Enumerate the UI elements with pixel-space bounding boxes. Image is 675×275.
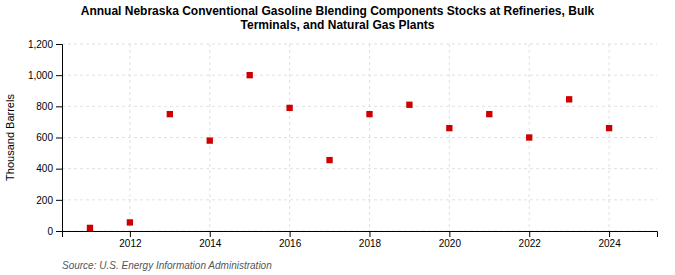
tick-mark <box>56 75 62 76</box>
grid-line <box>62 137 657 138</box>
point <box>127 219 133 225</box>
point <box>446 125 452 131</box>
grid-line <box>129 44 130 231</box>
tick-label: 800 <box>36 101 53 112</box>
point <box>606 125 612 131</box>
tick-label: 2020 <box>439 238 462 249</box>
tick-label: 2018 <box>359 238 382 249</box>
grid-line <box>609 44 610 231</box>
tick-mark <box>56 106 62 107</box>
tick-mark <box>56 231 62 232</box>
grid-line <box>62 106 657 107</box>
tick-mark <box>56 169 62 170</box>
grid-line <box>289 44 290 231</box>
point <box>326 157 332 163</box>
tick-label: 2022 <box>519 238 542 249</box>
tick-mark <box>130 231 131 237</box>
point <box>406 102 412 108</box>
grid-line <box>369 44 370 231</box>
tick-mark <box>609 231 610 237</box>
tick: 800 <box>36 101 62 112</box>
tick-label: 2016 <box>279 238 302 249</box>
axis-line <box>63 232 658 238</box>
tick: 2024 <box>598 231 621 249</box>
tick-mark <box>449 231 450 237</box>
y-axis: 0 200 400 600 800 1,000 1,200 <box>28 39 63 237</box>
tick: 200 <box>36 195 62 206</box>
points <box>87 72 612 231</box>
point <box>207 137 213 143</box>
tick: 2012 <box>119 231 142 249</box>
title-line: Terminals, and Natural Gas Plants <box>241 18 435 32</box>
tick-mark <box>56 200 62 201</box>
tick-mark <box>290 231 291 237</box>
tick-mark <box>369 231 370 237</box>
tick: 2016 <box>279 231 302 249</box>
tick: 600 <box>36 132 62 143</box>
grid <box>62 44 657 231</box>
title-line: Annual Nebraska Conventional Gasoline Bl… <box>81 4 595 18</box>
grid-line <box>62 199 657 200</box>
grid-line <box>449 44 450 231</box>
tick: 400 <box>36 163 62 174</box>
tick-mark <box>56 138 62 139</box>
tick: 2022 <box>519 231 542 249</box>
tick: 2014 <box>199 231 222 249</box>
y-axis-title: Thousand Barrels <box>4 94 16 181</box>
point <box>286 105 292 111</box>
chart: 2012 2014 2016 2018 2020 2022 2024 0 200 400 600 80… <box>0 0 675 275</box>
tick: 2020 <box>439 231 462 249</box>
tick: 2018 <box>359 231 382 249</box>
tick-label: 200 <box>36 195 53 206</box>
x-axis: 2012 2014 2016 2018 2020 2022 2024 <box>63 231 658 249</box>
point <box>167 111 173 117</box>
tick-label: 400 <box>36 163 53 174</box>
tick: 0 <box>47 226 62 237</box>
source: Source: U.S. Energy Information Administ… <box>62 260 272 271</box>
point <box>366 111 372 117</box>
plot: 2012 2014 2016 2018 2020 2022 2024 0 200 400 600 80… <box>28 39 658 249</box>
point <box>526 134 532 140</box>
grid-line <box>62 168 657 169</box>
grid-line <box>62 75 657 76</box>
tick-label: 2024 <box>598 238 621 249</box>
tick-mark <box>529 231 530 237</box>
tick: 1,000 <box>28 70 62 81</box>
tick-label: 2014 <box>199 238 222 249</box>
tick-label: 600 <box>36 132 53 143</box>
tick-label: 2012 <box>119 238 142 249</box>
point <box>87 225 93 231</box>
tick-label: 1,000 <box>28 70 53 81</box>
tick-label: 0 <box>47 226 53 237</box>
tick-label: 1,200 <box>28 39 53 50</box>
tick: 1,200 <box>28 39 62 50</box>
point <box>486 111 492 117</box>
axis-line <box>56 45 63 232</box>
point <box>566 96 572 102</box>
tick-mark <box>56 44 62 45</box>
point <box>247 72 253 78</box>
grid-line <box>62 44 657 45</box>
tick-mark <box>210 231 211 237</box>
title: Annual Nebraska Conventional Gasoline Bl… <box>81 4 595 32</box>
